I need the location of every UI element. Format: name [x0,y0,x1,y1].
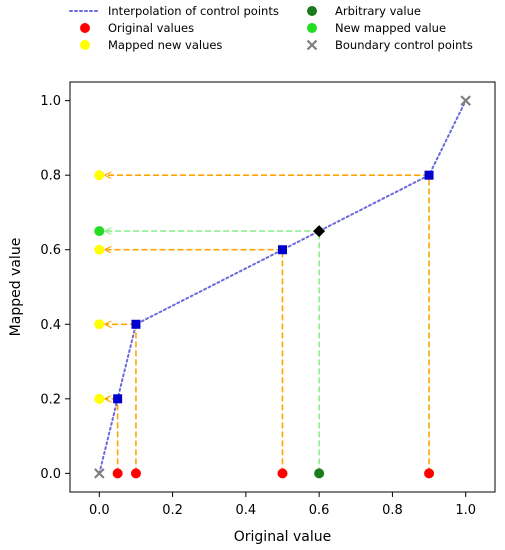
y-tick-label-5: 1.0 [40,94,61,109]
legend-label-4: Mapped new values [108,38,222,52]
x-tick-label-5: 1.0 [455,503,476,518]
boundary-control-point-0 [94,468,105,479]
interpolation-line [98,99,467,475]
y-tick-label-2: 0.4 [40,318,61,333]
arbitrary-value-point [314,468,325,479]
mapped-new-value-point-3 [94,170,105,181]
x-tick-label-0: 0.0 [89,503,110,518]
legend-label-5: Boundary control points [335,38,473,52]
axis-ticks: 0.0 0.2 0.4 0.6 0.8 1.0 0.0 0.2 0.4 0.6 0.8 1.0 [40,94,476,518]
legend-handle-1 [307,6,317,16]
legend-label-1: Arbitrary value [335,4,421,18]
y-tick-label-1: 0.2 [40,392,61,407]
original-value-point-3 [424,468,435,479]
original-value-point-1 [130,468,141,479]
boundary-control-point-1 [460,95,471,106]
x-tick-label-3: 0.6 [309,503,330,518]
y-tick-label-3: 0.6 [40,243,61,258]
original-value-point-2 [277,468,288,479]
x-tick-label-1: 0.2 [162,503,183,518]
mapped-new-value-point-1 [94,319,105,330]
legend-label-3: New mapped value [335,21,446,35]
original-value-point-0 [112,468,123,479]
legend-handle-5 [306,39,318,51]
legend-handle-4 [80,40,90,50]
control-point-0 [113,394,123,404]
legend: Interpolation of control points Arbitrary… [69,4,473,52]
new-mapped-value-point [94,226,105,237]
legend-label-0: Interpolation of control points [108,4,279,18]
plot-area [94,95,471,479]
x-tick-label-4: 0.8 [382,503,403,518]
x-tick-label-2: 0.4 [236,503,257,518]
x-axis-label: Original value [234,529,331,545]
y-tick-label-4: 0.8 [40,169,61,184]
axes-frame [69,81,496,493]
y-axis-label: Mapped value [8,238,24,337]
legend-handle-3 [307,23,317,33]
y-tick-label-0: 0.0 [40,467,61,482]
mapped-new-value-point-2 [94,244,105,255]
legend-handle-2 [80,23,90,33]
legend-label-2: Original values [108,21,194,35]
control-point-1 [131,319,141,329]
mapped-new-value-point-0 [94,393,105,404]
arbitrary-mapped-point [313,225,326,238]
control-point-2 [278,245,287,255]
control-point-3 [424,170,434,180]
